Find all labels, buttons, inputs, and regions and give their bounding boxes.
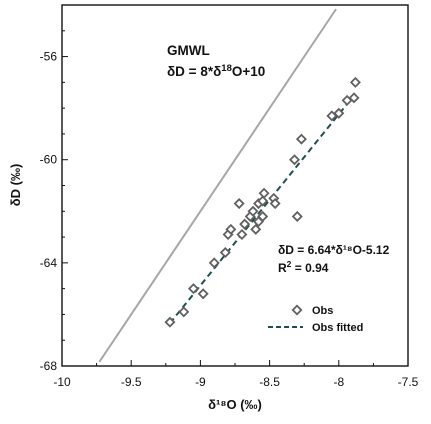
legend-label-obs: Obs [312, 305, 333, 317]
x-tick-label: -7.5 [398, 375, 419, 389]
y-axis-title: δD (‰) [8, 164, 23, 207]
data-point [187, 283, 199, 295]
x-tick-label: -9.5 [121, 375, 142, 389]
data-point [349, 76, 361, 88]
data-point [257, 210, 269, 222]
legend-label-obs-fitted: Obs fitted [312, 322, 363, 334]
data-point [225, 223, 237, 235]
data-point [236, 228, 248, 241]
plot-frame [61, 4, 409, 367]
gmwl-title: GMWL [167, 43, 210, 58]
x-tick-label: -10 [53, 375, 71, 389]
y-tick-label: -56 [40, 50, 58, 64]
data-point [164, 316, 176, 328]
fit-line [169, 93, 357, 324]
y-tick-label: -64 [40, 256, 58, 270]
x-tick-label: -9 [195, 375, 206, 389]
gmwl-line [98, 8, 337, 363]
legend-marker-obs [291, 304, 303, 316]
data-point [247, 205, 259, 217]
data-point [250, 223, 262, 235]
y-tick-label: -60 [40, 153, 58, 167]
data-point [257, 195, 269, 207]
fit-r-squared: R2 = 0.94 [278, 259, 329, 275]
legend: Obs Obs fitted [268, 304, 363, 334]
x-tick-label: -8.5 [259, 375, 280, 389]
data-point [197, 288, 209, 300]
data-point [291, 210, 303, 222]
data-point [269, 198, 281, 210]
data-point [348, 92, 360, 104]
y-tick-label: -68 [40, 359, 58, 373]
data-point [233, 198, 245, 210]
gmwl-equation: δD = 8*δ18O+10 [167, 63, 265, 79]
data-point [239, 218, 251, 230]
x-axis-title: δ¹⁸O (‰) [208, 397, 262, 412]
fit-equation: δD = 6.64*δ¹⁸O-5.12 [278, 243, 390, 257]
data-point [178, 306, 190, 318]
data-point [295, 133, 307, 145]
data-point [333, 107, 345, 119]
x-tick-label: -8 [333, 375, 344, 389]
data-point [208, 257, 220, 269]
data-point [288, 154, 301, 166]
data-point [258, 187, 270, 199]
data-point [219, 247, 231, 259]
